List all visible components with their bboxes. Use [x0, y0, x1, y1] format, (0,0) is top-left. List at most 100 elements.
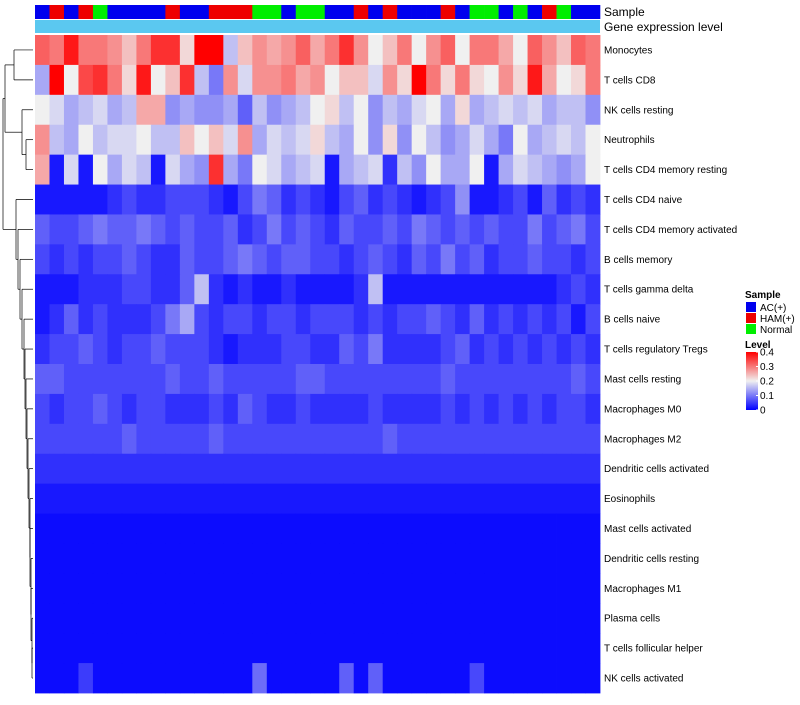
heatmap-cell — [585, 214, 601, 245]
heatmap-cell — [49, 244, 65, 275]
heatmap-cell — [440, 154, 456, 185]
heatmap-cell — [92, 35, 108, 66]
heatmap-cell — [469, 423, 485, 455]
row-label: Plasma cells — [604, 614, 660, 625]
heatmap-cell — [339, 304, 355, 335]
heatmap-cell — [397, 184, 413, 215]
heatmap-cell — [556, 483, 572, 514]
heatmap-cell — [266, 154, 282, 185]
heatmap-cell — [310, 663, 326, 694]
heatmap-cell — [121, 304, 137, 335]
heatmap-cell — [484, 633, 499, 664]
heatmap-cell — [484, 94, 499, 126]
heatmap-cell — [136, 124, 152, 156]
heatmap-cell — [252, 573, 268, 604]
heatmap-cell — [63, 244, 79, 275]
heatmap-cell — [382, 304, 398, 335]
heatmap-cell — [92, 364, 108, 395]
heatmap-cell — [382, 35, 398, 66]
heatmap-cell — [397, 304, 413, 335]
heatmap-cell — [78, 423, 94, 455]
heatmap-cell — [542, 94, 557, 126]
heatmap-cell — [542, 334, 557, 365]
heatmap-cell — [179, 573, 195, 604]
heatmap-cell — [368, 334, 384, 365]
row-labels: Monocytes T cells CD8 NK cells resting Neut… — [604, 45, 737, 684]
heatmap-cell — [353, 184, 369, 215]
heatmap-cell — [440, 274, 456, 305]
heatmap-cell — [368, 453, 384, 485]
heatmap-cell — [455, 35, 471, 66]
sample-annotation-cell — [310, 5, 326, 19]
heatmap-cell — [353, 364, 369, 395]
row-label: T cells gamma delta — [604, 285, 694, 296]
heatmap-cell — [266, 214, 282, 245]
heatmap-cell — [78, 334, 94, 365]
heatmap-cell — [150, 184, 166, 215]
heatmap-cell — [194, 513, 210, 544]
heatmap-cell — [165, 423, 181, 455]
heatmap-cell — [194, 214, 210, 245]
heatmap-cell — [78, 124, 94, 156]
sample-annotation-cell — [411, 5, 427, 19]
heatmap-cell — [310, 393, 326, 425]
heatmap-cell — [150, 573, 166, 604]
heatmap-cell — [411, 483, 427, 514]
heatmap-cell — [223, 483, 239, 514]
heatmap-cell — [556, 304, 572, 335]
heatmap-cell — [266, 274, 282, 305]
heatmap-cell — [281, 663, 297, 694]
heatmap-cell — [469, 154, 485, 185]
heatmap-cell — [455, 633, 471, 664]
heatmap-cell — [440, 364, 456, 395]
heatmap-cell — [382, 334, 398, 365]
legend-level-tick-label: 0.3 — [760, 362, 774, 373]
heatmap-cell — [484, 244, 499, 275]
heatmap-cell — [585, 64, 601, 96]
heatmap-cell — [513, 184, 528, 215]
heatmap-cell — [63, 513, 79, 544]
heatmap-cell — [165, 543, 181, 574]
heatmap-cell — [35, 274, 50, 305]
heatmap-cell — [324, 214, 340, 245]
gene-expression-annotation-bar — [35, 20, 600, 33]
heatmap-cell — [208, 513, 224, 544]
heatmap-cell — [556, 64, 572, 96]
heatmap-cell — [397, 35, 413, 66]
heatmap-cell — [78, 513, 94, 544]
heatmap-cell — [92, 274, 108, 305]
heatmap-cell — [324, 124, 340, 156]
heatmap-cell — [324, 304, 340, 335]
heatmap-cell — [107, 543, 123, 574]
heatmap-cell — [266, 244, 282, 275]
heatmap-cell — [353, 124, 369, 156]
heatmap-cell — [339, 334, 355, 365]
heatmap-cell — [571, 64, 586, 96]
heatmap-cell — [353, 64, 369, 96]
heatmap-cell — [295, 483, 311, 514]
heatmap-cell — [63, 214, 79, 245]
heatmap-cell — [498, 184, 514, 215]
heatmap-cell — [78, 94, 94, 126]
heatmap-cell — [35, 423, 50, 455]
heatmap-cell — [426, 274, 442, 305]
heatmap-cell — [121, 633, 137, 664]
heatmap-cell — [92, 244, 108, 275]
heatmap-cell — [542, 184, 557, 215]
heatmap-cell — [527, 393, 543, 425]
sample-annotation-cell — [107, 5, 123, 19]
heatmap-cell — [440, 94, 456, 126]
heatmap-cell — [107, 573, 123, 604]
heatmap-cell — [339, 94, 355, 126]
heatmap-cell — [455, 184, 471, 215]
heatmap-cell — [237, 154, 253, 185]
heatmap-cell — [571, 94, 586, 126]
heatmap-cell — [223, 633, 239, 664]
heatmap-cell — [150, 423, 166, 455]
heatmap-cell — [165, 244, 181, 275]
heatmap-cell — [107, 334, 123, 365]
heatmap-cell — [556, 453, 572, 485]
heatmap-cell — [498, 334, 514, 365]
heatmap-cell — [295, 244, 311, 275]
heatmap-cell — [324, 244, 340, 275]
